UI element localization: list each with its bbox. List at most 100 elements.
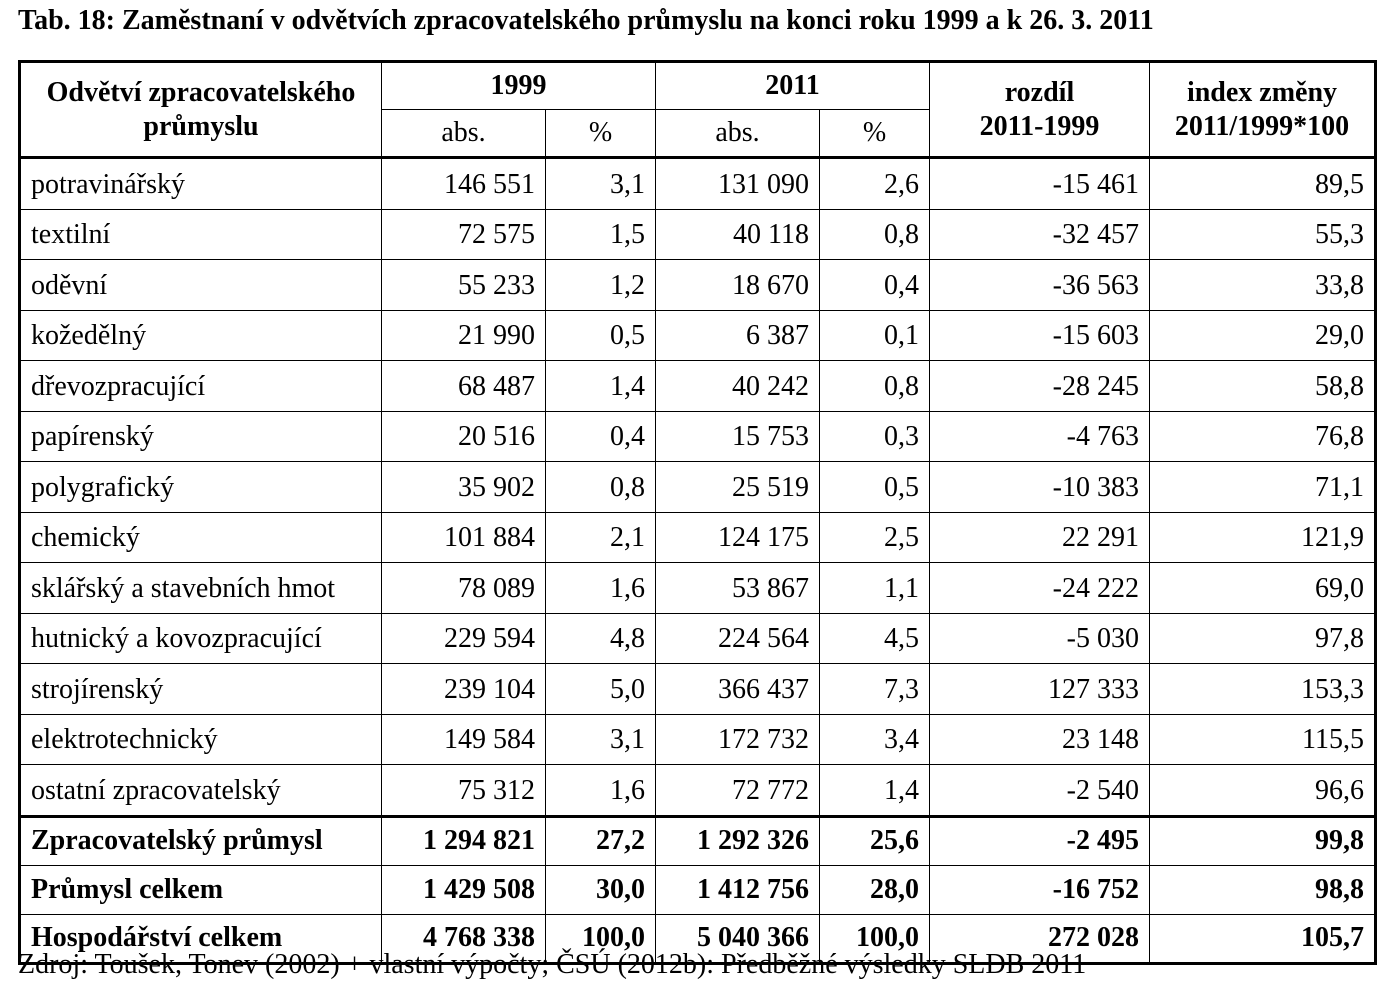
pct1999-cell: 1,5 [545, 208, 656, 260]
table-row: kožedělný 21 990 0,5 6 387 0,1 -15 603 29,0 [18, 309, 1377, 361]
abs-1999-header: abs. [381, 109, 546, 158]
abs1999-cell: 55 233 [381, 259, 546, 311]
abs2011-cell: 6 387 [655, 309, 820, 361]
abs1999-cell: 239 104 [381, 663, 546, 715]
index-cell: 29,0 [1149, 309, 1377, 361]
abs2011-cell: 1 412 756 [655, 865, 820, 915]
sector-header-line2: průmyslu [143, 110, 259, 142]
abs2011-cell: 5 040 366 [655, 913, 820, 965]
table-row: dřevozpracující 68 487 1,4 40 242 0,8 -28 245… [18, 360, 1377, 412]
abs1999-cell: 78 089 [381, 562, 546, 614]
table-row: ostatní zpracovatelský 75 312 1,6 72 772 1,4… [18, 764, 1377, 817]
pct1999-cell: 3,1 [545, 713, 656, 765]
pct1999-cell: 3,1 [545, 156, 656, 210]
sector-name-cell: kožedělný [18, 309, 382, 361]
index-cell: 69,0 [1149, 562, 1377, 614]
diff-header: rozdíl 2011-1999 [929, 60, 1150, 158]
sector-name-cell: chemický [18, 511, 382, 563]
abs2011-cell: 25 519 [655, 461, 820, 513]
pct2011-cell: 0,8 [819, 208, 930, 260]
diff-cell: -16 752 [929, 865, 1150, 915]
abs2011-cell: 53 867 [655, 562, 820, 614]
abs1999-cell: 146 551 [381, 156, 546, 210]
index-cell: 99,8 [1149, 814, 1377, 866]
table-row: potravinářský 146 551 3,1 131 090 2,6 -15 461… [18, 156, 1377, 210]
sector-name-cell: polygrafický [18, 461, 382, 513]
abs2011-cell: 18 670 [655, 259, 820, 311]
sector-header: Odvětví zpracovatelského průmyslu [18, 60, 382, 158]
sector-name-cell: elektrotechnický [18, 713, 382, 765]
index-cell: 153,3 [1149, 663, 1377, 715]
diff-cell: -28 245 [929, 360, 1150, 412]
pct1999-cell: 1,6 [545, 562, 656, 614]
pct2011-cell: 4,5 [819, 612, 930, 664]
table-row: polygrafický 35 902 0,8 25 519 0,5 -10 383 71,… [18, 461, 1377, 513]
pct1999-cell: 100,0 [545, 913, 656, 965]
sector-name-cell: dřevozpracující [18, 360, 382, 412]
index-cell: 105,7 [1149, 913, 1377, 965]
diff-cell: -4 763 [929, 410, 1150, 462]
diff-cell: 127 333 [929, 663, 1150, 715]
table-row: oděvní 55 233 1,2 18 670 0,4 -36 563 33,8 [18, 259, 1377, 311]
index-header-line1: index změny [1186, 76, 1338, 108]
pct2011-cell: 0,8 [819, 360, 930, 412]
sector-name-cell: papírenský [18, 410, 382, 462]
abs1999-cell: 229 594 [381, 612, 546, 664]
total-row: Průmysl celkem 1 429 508 30,0 1 412 756 28,0… [18, 865, 1377, 915]
table-row: hutnický a kovozpracující 229 594 4,8 224 5… [18, 612, 1377, 664]
diff-cell: 272 028 [929, 913, 1150, 965]
diff-cell: -15 603 [929, 309, 1150, 361]
source-note: Zdroj: Toušek, Tonev (2002) + vlastní vý… [18, 949, 1087, 980]
index-header-line2: 2011/1999*100 [1174, 110, 1350, 142]
abs1999-cell: 20 516 [381, 410, 546, 462]
diff-cell: -2 495 [929, 814, 1150, 866]
diff-cell: 23 148 [929, 713, 1150, 765]
abs2011-cell: 72 772 [655, 764, 820, 817]
abs2011-cell: 40 118 [655, 208, 820, 260]
pct1999-cell: 0,5 [545, 309, 656, 361]
sector-name-cell: Průmysl celkem [18, 865, 382, 915]
pct2011-cell: 0,3 [819, 410, 930, 462]
index-cell: 97,8 [1149, 612, 1377, 664]
index-cell: 96,6 [1149, 764, 1377, 817]
abs2011-cell: 40 242 [655, 360, 820, 412]
pct1999-cell: 5,0 [545, 663, 656, 715]
employment-table: Odvětví zpracovatelského průmyslu 1999 2… [18, 60, 1377, 965]
pct1999-cell: 2,1 [545, 511, 656, 563]
sector-name-cell: Zpracovatelský průmysl [18, 814, 382, 866]
index-cell: 121,9 [1149, 511, 1377, 563]
table-title: Tab. 18: Zaměstnaní v odvětvích zpracova… [18, 5, 1154, 36]
diff-header-line1: rozdíl [1004, 76, 1075, 108]
sector-name-cell: strojírenský [18, 663, 382, 715]
index-cell: 89,5 [1149, 156, 1377, 210]
index-cell: 76,8 [1149, 410, 1377, 462]
total-row: Zpracovatelský průmysl 1 294 821 27,2 1 292… [18, 814, 1377, 866]
sector-name-cell: textilní [18, 208, 382, 260]
abs2011-cell: 15 753 [655, 410, 820, 462]
diff-header-line2: 2011-1999 [979, 110, 1100, 142]
index-cell: 71,1 [1149, 461, 1377, 513]
table-row: textilní 72 575 1,5 40 118 0,8 -32 457 55,3 [18, 208, 1377, 260]
abs1999-cell: 75 312 [381, 764, 546, 817]
pct1999-cell: 1,6 [545, 764, 656, 817]
diff-cell: -5 030 [929, 612, 1150, 664]
diff-cell: -32 457 [929, 208, 1150, 260]
pct2011-cell: 0,5 [819, 461, 930, 513]
abs1999-cell: 1 294 821 [381, 814, 546, 866]
year-1999-header: 1999 [381, 60, 656, 110]
pct2011-cell: 28,0 [819, 865, 930, 915]
total-row: Hospodářství celkem 4 768 338 100,0 5 040 3… [18, 913, 1377, 965]
index-cell: 98,8 [1149, 865, 1377, 915]
sector-name-cell: ostatní zpracovatelský [18, 764, 382, 817]
index-cell: 58,8 [1149, 360, 1377, 412]
pct2011-cell: 25,6 [819, 814, 930, 866]
abs1999-cell: 101 884 [381, 511, 546, 563]
abs1999-cell: 149 584 [381, 713, 546, 765]
diff-cell: -36 563 [929, 259, 1150, 311]
abs1999-cell: 68 487 [381, 360, 546, 412]
abs1999-cell: 4 768 338 [381, 913, 546, 965]
abs2011-cell: 124 175 [655, 511, 820, 563]
diff-cell: -10 383 [929, 461, 1150, 513]
table-row: chemický 101 884 2,1 124 175 2,5 22 291 121,9 [18, 511, 1377, 563]
sector-name-cell: sklářský a stavebních hmot [18, 562, 382, 614]
